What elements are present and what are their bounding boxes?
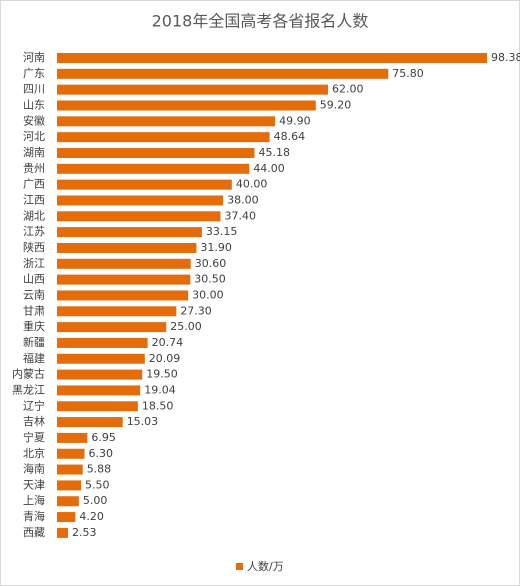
bar: [57, 195, 224, 206]
y-tick-label: 山西: [23, 273, 45, 286]
bar: [57, 211, 221, 222]
data-label: 5.88: [87, 463, 112, 476]
data-label: 25.00: [170, 320, 202, 333]
y-tick-label: 浙江: [23, 257, 45, 270]
data-label: 40.00: [236, 178, 268, 191]
y-tick-label: 安徽: [23, 113, 45, 127]
bar: [57, 496, 79, 507]
data-label: 20.74: [152, 336, 184, 349]
bar: [57, 179, 232, 190]
data-label: 38.00: [227, 193, 259, 206]
data-label: 5.50: [85, 478, 110, 491]
y-tick-label: 吉林: [23, 414, 45, 428]
y-tick-label: 广东: [23, 67, 45, 80]
y-tick-label: 云南: [23, 288, 45, 301]
bar: [57, 100, 316, 111]
bar: [57, 417, 123, 428]
y-tick-label: 河南: [23, 51, 45, 64]
data-label: 48.64: [274, 130, 306, 143]
bar: [57, 464, 83, 475]
data-label: 37.40: [224, 209, 256, 222]
y-tick-label: 陕西: [23, 240, 45, 254]
bar: [57, 258, 191, 269]
bar: [57, 322, 167, 333]
bar: [57, 385, 141, 396]
bar: [57, 68, 389, 79]
data-label: 6.95: [91, 431, 116, 444]
bar: [57, 290, 189, 301]
legend-swatch: [236, 563, 243, 570]
data-label: 15.03: [127, 415, 159, 428]
data-label: 31.90: [200, 241, 232, 254]
bar: [57, 163, 250, 174]
y-tick-label: 海南: [23, 462, 45, 476]
data-label: 19.04: [144, 383, 176, 396]
y-tick-label: 湖北: [23, 209, 45, 222]
y-tick-label: 湖南: [23, 146, 45, 159]
y-tick-label: 内蒙古: [12, 367, 45, 381]
y-tick-label: 新疆: [23, 335, 45, 349]
data-label: 4.20: [79, 510, 104, 523]
y-tick-label: 北京: [23, 446, 45, 460]
bar: [57, 84, 328, 95]
data-label: 30.50: [194, 273, 226, 286]
data-label: 33.15: [206, 225, 238, 238]
data-label: 6.30: [89, 447, 114, 460]
bar: [57, 527, 69, 538]
bar: [57, 448, 85, 459]
y-tick-label: 辽宁: [23, 398, 45, 412]
data-label: 30.00: [192, 288, 224, 301]
y-tick-label: 江苏: [23, 225, 45, 238]
y-tick-label: 西藏: [23, 526, 45, 539]
y-tick-label: 河北: [23, 130, 45, 143]
y-tick-label: 广西: [23, 178, 45, 191]
data-label: 2.53: [72, 526, 97, 539]
data-label: 98.38: [491, 51, 520, 64]
bar: [57, 512, 76, 523]
data-label: 45.18: [258, 146, 290, 159]
data-label: 5.00: [83, 494, 108, 507]
data-label: 18.50: [142, 399, 174, 412]
y-tick-label: 上海: [23, 493, 45, 507]
y-tick-label: 山东: [23, 98, 45, 111]
y-tick-label: 四川: [23, 83, 45, 96]
bar: [57, 227, 202, 238]
y-tick-label: 贵州: [23, 162, 45, 175]
bar: [57, 480, 82, 491]
y-tick-label: 青海: [23, 509, 45, 523]
legend-label: 人数/万: [247, 560, 284, 573]
y-tick-label: 黑龙江: [12, 383, 45, 396]
bar: [57, 369, 143, 380]
data-label: 59.20: [320, 98, 352, 111]
data-label: 20.09: [149, 352, 181, 365]
bar: [57, 53, 487, 63]
bar: [57, 306, 177, 317]
y-tick-label: 福建: [23, 351, 45, 365]
bar: [57, 401, 138, 412]
y-tick-label: 天津: [23, 478, 45, 491]
chart-title: 2018年全国高考各省报名人数: [152, 12, 369, 31]
data-label: 30.60: [195, 257, 227, 270]
data-label: 19.50: [146, 368, 178, 381]
bar: [57, 116, 276, 127]
bar: [57, 147, 255, 158]
y-tick-label: 甘肃: [23, 304, 45, 317]
bar: [57, 274, 191, 285]
bar: [57, 132, 270, 143]
bar: [57, 432, 88, 443]
bar: [57, 337, 148, 348]
y-tick-label: 江西: [23, 193, 45, 206]
data-label: 49.90: [279, 114, 311, 127]
data-label: 75.80: [392, 67, 424, 80]
y-tick-label: 宁夏: [23, 430, 45, 444]
data-label: 44.00: [253, 162, 284, 175]
y-tick-label: 重庆: [23, 319, 45, 333]
bar: [57, 353, 145, 364]
bar: [57, 242, 197, 253]
data-label: 27.30: [180, 304, 212, 317]
data-label: 62.00: [332, 83, 364, 96]
